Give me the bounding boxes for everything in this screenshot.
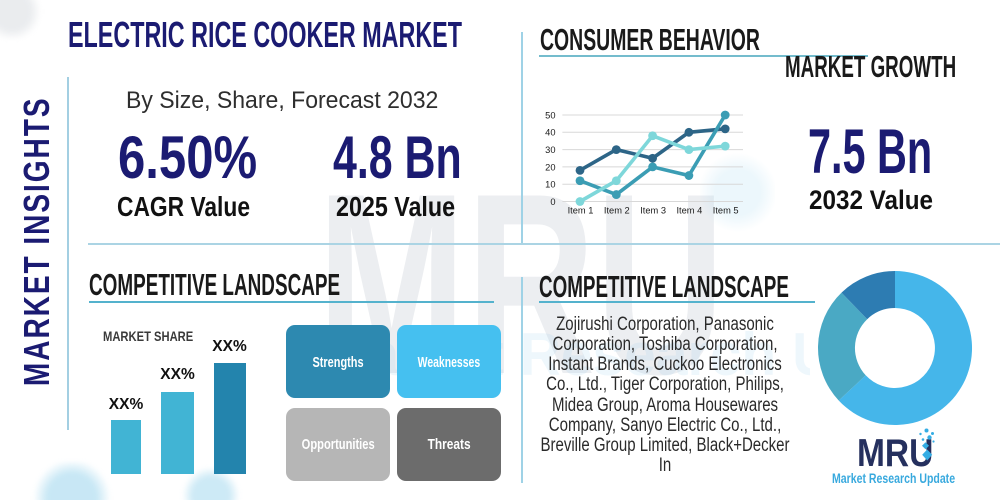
- svg-text:0: 0: [550, 197, 555, 207]
- svg-text:20: 20: [545, 162, 555, 172]
- svg-text:10: 10: [545, 180, 555, 190]
- svg-text:Item 5: Item 5: [713, 206, 739, 216]
- svg-text:50: 50: [545, 110, 555, 120]
- svg-text:Item 1: Item 1: [568, 206, 594, 216]
- svg-text:Item 3: Item 3: [640, 206, 666, 216]
- svg-text:Item 2: Item 2: [604, 206, 630, 216]
- svg-text:Item 4: Item 4: [676, 206, 702, 216]
- svg-text:40: 40: [545, 128, 555, 138]
- svg-text:30: 30: [545, 145, 555, 155]
